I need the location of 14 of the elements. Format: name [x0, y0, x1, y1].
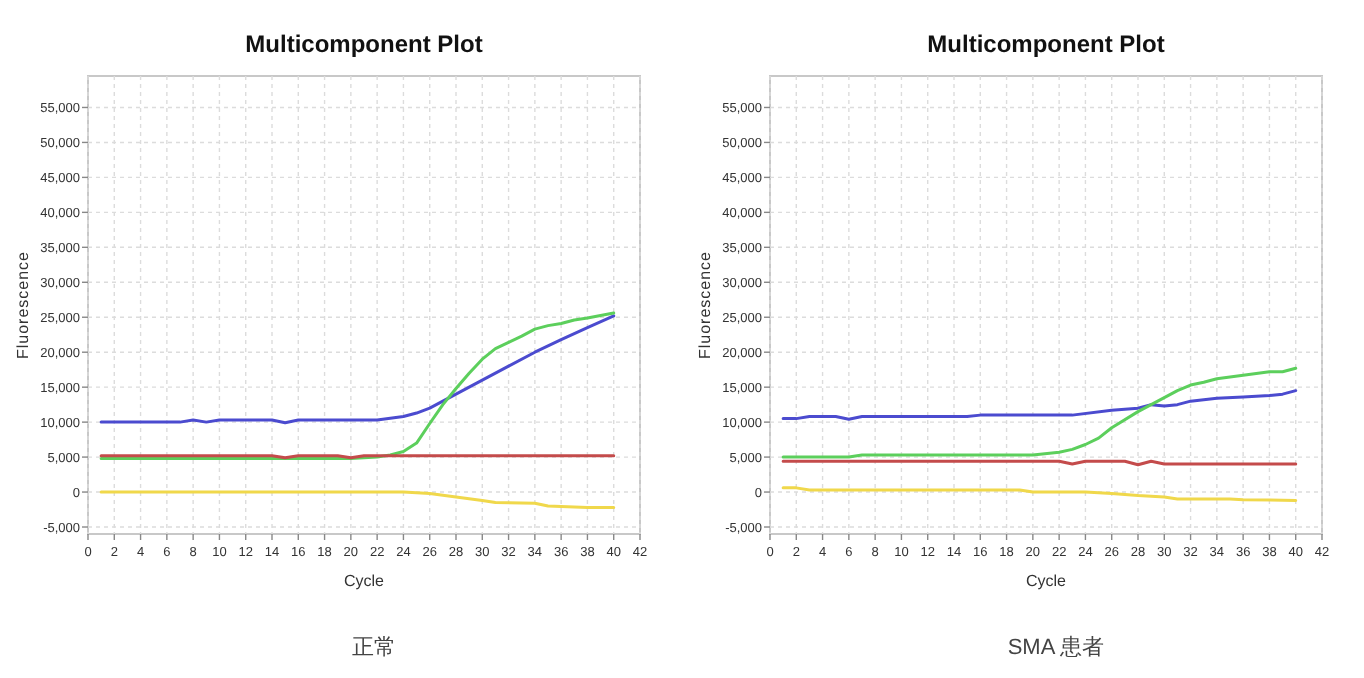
- text: 正常: [352, 634, 396, 660]
- line-series: [781, 389, 1298, 421]
- y-axis-title: Fluorescence: [14, 250, 32, 360]
- y-axis-title: Fluorescence: [696, 250, 714, 360]
- line-series: [99, 311, 616, 460]
- line-series: [99, 314, 616, 425]
- chart-title: Multicomponent Plot: [245, 30, 483, 58]
- x-axis-title: Cycle: [343, 572, 386, 590]
- text: SMA 患者: [1007, 634, 1105, 660]
- line-series: [781, 366, 1298, 459]
- line-series: [781, 486, 1298, 502]
- x-axis-title: Cycle: [1025, 572, 1068, 590]
- line-series: [99, 490, 616, 509]
- chart-title: Multicomponent Plot: [927, 30, 1165, 58]
